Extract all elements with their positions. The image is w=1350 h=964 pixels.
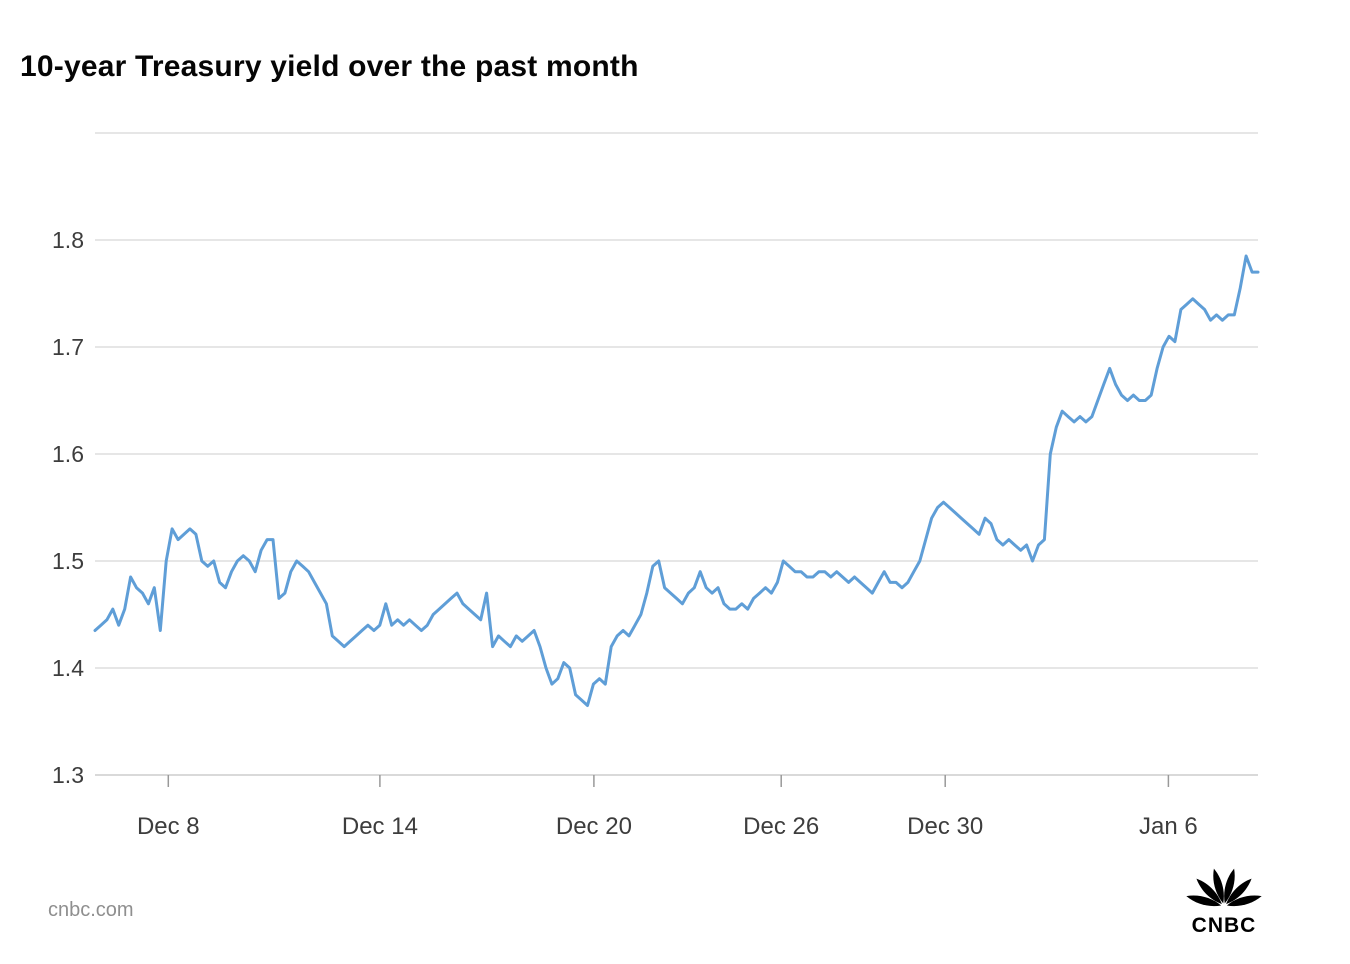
y-axis-label: 1.5	[52, 548, 84, 574]
x-axis-label: Jan 6	[1139, 813, 1198, 840]
source-attribution: cnbc.com	[48, 899, 134, 921]
y-axis-label: 1.6	[52, 441, 84, 467]
y-axis-label: 1.8	[52, 227, 84, 253]
cnbc-logo: CNBC	[1178, 864, 1270, 938]
x-axis-label: Dec 14	[342, 813, 418, 840]
y-axis-label: 1.7	[52, 334, 84, 360]
series-line	[93, 254, 1260, 707]
x-axis-label: Dec 30	[907, 813, 983, 840]
y-axis-label: 1.3	[52, 762, 84, 788]
y-axis-label: 1.4	[52, 655, 84, 681]
chart-title: 10-year Treasury yield over the past mon…	[20, 50, 639, 83]
x-axis-label: Dec 20	[556, 813, 632, 840]
x-axis-label: Dec 26	[743, 813, 819, 840]
x-axis-label: Dec 8	[137, 813, 200, 840]
peacock-icon	[1186, 868, 1262, 907]
cnbc-logo-text: CNBC	[1191, 914, 1257, 937]
